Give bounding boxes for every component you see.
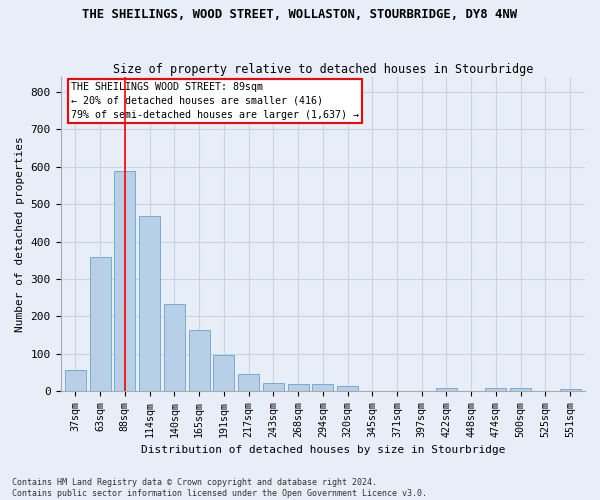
Text: Contains HM Land Registry data © Crown copyright and database right 2024.
Contai: Contains HM Land Registry data © Crown c…: [12, 478, 427, 498]
Y-axis label: Number of detached properties: Number of detached properties: [15, 136, 25, 332]
Bar: [560, 389, 581, 391]
Bar: [287, 384, 308, 391]
Bar: [115, 170, 136, 391]
Bar: [65, 370, 86, 391]
Bar: [238, 374, 259, 391]
Bar: [188, 330, 209, 391]
Bar: [164, 304, 185, 391]
Bar: [436, 388, 457, 391]
Bar: [485, 388, 506, 391]
X-axis label: Distribution of detached houses by size in Stourbridge: Distribution of detached houses by size …: [140, 445, 505, 455]
Bar: [263, 384, 284, 391]
Bar: [337, 386, 358, 391]
Bar: [213, 354, 235, 391]
Text: THE SHEILINGS, WOOD STREET, WOLLASTON, STOURBRIDGE, DY8 4NW: THE SHEILINGS, WOOD STREET, WOLLASTON, S…: [82, 8, 518, 20]
Text: THE SHEILINGS WOOD STREET: 89sqm
← 20% of detached houses are smaller (416)
79% : THE SHEILINGS WOOD STREET: 89sqm ← 20% o…: [71, 82, 359, 120]
Bar: [510, 388, 531, 391]
Bar: [139, 216, 160, 391]
Title: Size of property relative to detached houses in Stourbridge: Size of property relative to detached ho…: [113, 63, 533, 76]
Bar: [312, 384, 333, 391]
Bar: [89, 257, 110, 391]
